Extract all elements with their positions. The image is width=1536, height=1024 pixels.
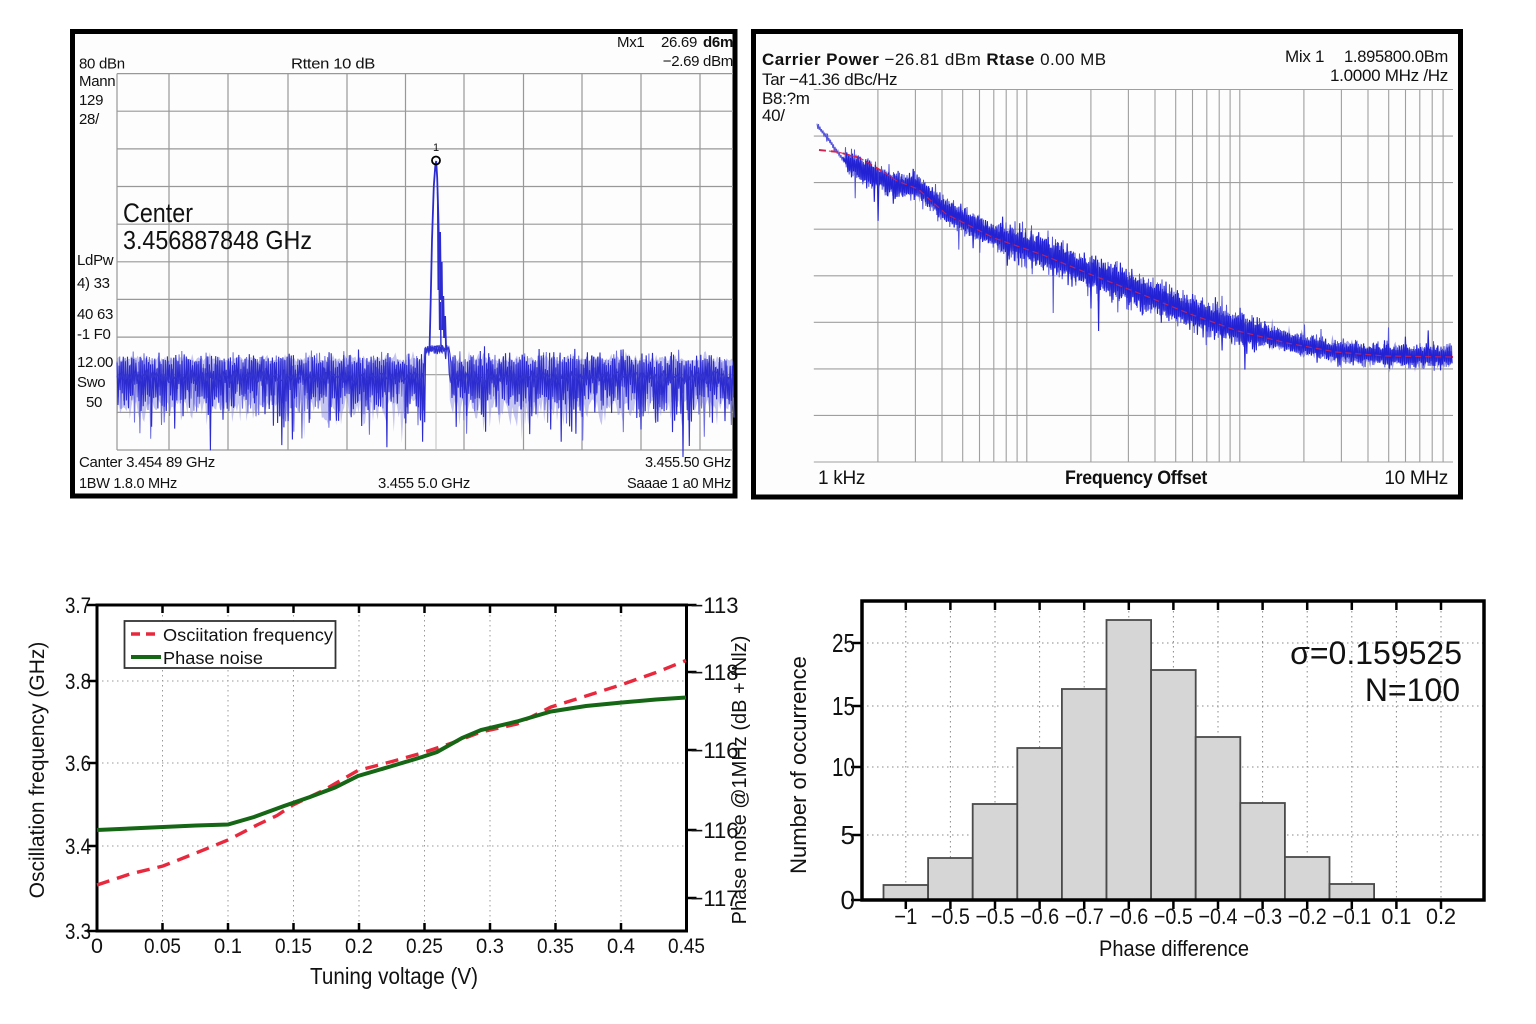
svg-text:Swo: Swo xyxy=(77,374,105,391)
svg-text:0.1: 0.1 xyxy=(214,934,242,958)
svg-text:−113: −113 xyxy=(691,593,739,618)
svg-text:Saaae 1 a0 MHz: Saaae 1 a0 MHz xyxy=(627,475,731,492)
svg-text:−118: −118 xyxy=(691,660,739,685)
svg-text:10 MHz: 10 MHz xyxy=(1384,468,1448,489)
svg-text:Mx1: Mx1 xyxy=(617,34,644,51)
svg-text:−2.69 dBm: −2.69 dBm xyxy=(663,53,733,70)
svg-text:0.1: 0.1 xyxy=(1381,904,1411,929)
svg-text:Oscillation frequency (GHz): Oscillation frequency (GHz) xyxy=(26,642,49,899)
svg-text:−116: −116 xyxy=(691,818,739,843)
svg-text:-1 F0: -1 F0 xyxy=(77,326,111,343)
svg-text:Carrier Power −26.81 dBm Rtas: Carrier Power −26.81 dBm Rtase 0.00 MB xyxy=(762,50,1107,69)
svg-text:−0.5: −0.5 xyxy=(931,904,970,929)
svg-text:1: 1 xyxy=(433,142,439,154)
svg-text:−0.1: −0.1 xyxy=(1332,904,1371,929)
svg-text:0.2: 0.2 xyxy=(1426,904,1456,929)
svg-text:40 63: 40 63 xyxy=(77,306,113,323)
svg-text:25: 25 xyxy=(832,628,855,658)
svg-text:1 kHz: 1 kHz xyxy=(818,468,865,489)
svg-text:0.15: 0.15 xyxy=(275,934,312,958)
svg-text:80 dBn: 80 dBn xyxy=(79,56,125,73)
svg-text:0.2: 0.2 xyxy=(345,934,373,958)
svg-text:3.4: 3.4 xyxy=(65,834,91,859)
svg-text:0.05: 0.05 xyxy=(144,934,181,958)
svg-text:50: 50 xyxy=(86,394,102,411)
svg-text:Phase noise: Phase noise xyxy=(163,648,263,668)
svg-text:3.6: 3.6 xyxy=(65,751,91,776)
svg-text:Tar −41.36 dBc/Hz: Tar −41.36 dBc/Hz xyxy=(762,70,897,89)
svg-text:4) 33: 4) 33 xyxy=(77,275,110,292)
svg-text:−0.5: −0.5 xyxy=(976,904,1015,929)
svg-text:−1: −1 xyxy=(894,904,917,929)
svg-text:−0.4: −0.4 xyxy=(1199,904,1238,929)
svg-text:3.455.50 GHz: 3.455.50 GHz xyxy=(645,454,731,471)
svg-text:40/: 40/ xyxy=(762,106,785,125)
svg-text:15: 15 xyxy=(832,691,855,721)
svg-text:Osciitation frequency: Osciitation frequency xyxy=(163,625,333,645)
svg-text:3.456887848 GHz: 3.456887848 GHz xyxy=(123,225,312,255)
svg-text:Frequency Offset: Frequency Offset xyxy=(1065,468,1208,489)
svg-text:0: 0 xyxy=(91,934,103,958)
svg-text:1.0000 MHz /Hz: 1.0000 MHz /Hz xyxy=(1330,66,1448,85)
svg-text:3.8: 3.8 xyxy=(65,669,91,694)
svg-text:10: 10 xyxy=(832,752,855,782)
svg-text:Number of occurrence: Number of occurrence xyxy=(786,656,811,874)
svg-text:LdPw: LdPw xyxy=(77,252,114,269)
svg-text:Phase noise @1MHz (dB + fNlz): Phase noise @1MHz (dB + fNlz) xyxy=(729,636,751,925)
svg-text:d6m: d6m xyxy=(703,34,733,51)
svg-text:−117: −117 xyxy=(691,886,739,911)
svg-text:3.455 5.0 GHz: 3.455 5.0 GHz xyxy=(378,475,470,492)
svg-text:B8:?m: B8:?m xyxy=(762,89,810,108)
svg-text:12.00: 12.00 xyxy=(77,354,113,371)
svg-text:Center: Center xyxy=(123,198,193,228)
svg-text:3.7: 3.7 xyxy=(65,593,91,618)
svg-text:0.3: 0.3 xyxy=(476,934,504,958)
svg-text:Rtten 10 dB: Rtten 10 dB xyxy=(291,56,375,73)
svg-text:5: 5 xyxy=(841,820,855,850)
svg-text:σ=0.159525: σ=0.159525 xyxy=(1290,635,1462,671)
svg-text:129: 129 xyxy=(79,92,103,109)
svg-text:1BW 1.8.0 MHz: 1BW 1.8.0 MHz xyxy=(79,475,177,492)
svg-text:0: 0 xyxy=(841,885,855,915)
svg-text:−0.2: −0.2 xyxy=(1288,904,1327,929)
svg-text:N=100: N=100 xyxy=(1365,672,1460,708)
svg-text:−0.5: −0.5 xyxy=(1154,904,1193,929)
svg-text:−116: −116 xyxy=(691,738,739,763)
svg-text:0.25: 0.25 xyxy=(406,934,443,958)
svg-text:Canter 3.454 89 GHz: Canter 3.454 89 GHz xyxy=(79,454,215,471)
svg-text:Mix 1: Mix 1 xyxy=(1285,47,1324,66)
svg-text:0.45: 0.45 xyxy=(668,934,705,958)
svg-text:Phase difference: Phase difference xyxy=(1099,936,1249,961)
svg-text:0.35: 0.35 xyxy=(537,934,574,958)
svg-text:−0.6: −0.6 xyxy=(1020,904,1059,929)
svg-text:−0.7: −0.7 xyxy=(1065,904,1104,929)
svg-text:3.3: 3.3 xyxy=(65,919,91,944)
svg-text:Mann: Mann xyxy=(79,73,115,90)
svg-text:Tuning voltage (V): Tuning voltage (V) xyxy=(310,963,478,989)
svg-text:0.4: 0.4 xyxy=(607,934,635,958)
svg-text:1.895800.0Bm: 1.895800.0Bm xyxy=(1344,47,1448,66)
svg-text:26.69: 26.69 xyxy=(661,34,697,51)
svg-text:−0.6: −0.6 xyxy=(1109,904,1148,929)
svg-text:28/: 28/ xyxy=(79,111,100,128)
svg-text:−0.3: −0.3 xyxy=(1243,904,1282,929)
